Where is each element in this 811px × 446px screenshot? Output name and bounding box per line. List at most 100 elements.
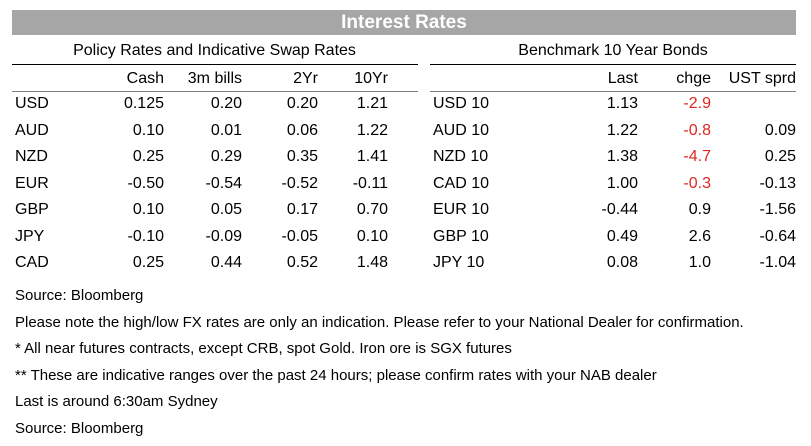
- table-row: USD 10 1.13 -2.9: [430, 91, 796, 118]
- rate-cell: -0.05: [281, 227, 318, 245]
- currency-label: NZD: [15, 148, 48, 166]
- bond-spread-cell: -0.64: [759, 227, 796, 245]
- column-header: Last: [607, 70, 638, 87]
- bond-label: CAD 10: [433, 174, 490, 192]
- bonds-heading-rule: [430, 64, 796, 65]
- bond-last-cell: 1.13: [606, 95, 638, 113]
- timing-note: Last is around 6:30am Sydney: [15, 393, 218, 410]
- table-row: JPY 10 0.08 1.0 -1.04: [430, 250, 796, 277]
- bond-last-cell: 1.00: [606, 174, 638, 192]
- column-header: chge: [676, 70, 711, 87]
- disclaimer-note: Please note the high/low FX rates are on…: [15, 313, 744, 331]
- rate-cell: 1.48: [356, 254, 388, 272]
- bond-label: AUD 10: [433, 121, 490, 139]
- bonds-columns-rule: [430, 91, 796, 92]
- table-row: CAD 10 1.00 -0.3 -0.13: [430, 171, 796, 198]
- bond-change-cell: -4.7: [683, 148, 711, 166]
- table-row: EUR 10 -0.44 0.9 -1.56: [430, 197, 796, 224]
- source-note: Source: Bloomberg: [15, 419, 144, 437]
- bond-label: EUR 10: [433, 201, 490, 219]
- currency-label: JPY: [15, 227, 45, 245]
- bond-spread-cell: -1.04: [759, 254, 796, 272]
- bond-spread-cell: [714, 91, 796, 118]
- rate-cell: 0.06: [286, 121, 318, 139]
- source-note: Source: Bloomberg: [15, 287, 144, 304]
- table-row: NZD 0.25 0.29 0.35 1.41: [12, 144, 418, 171]
- bond-change-cell: -0.3: [683, 174, 711, 192]
- rate-cell: 0.17: [286, 201, 318, 219]
- bond-label: NZD 10: [433, 148, 489, 166]
- table-row: CAD 0.25 0.44 0.52 1.48: [12, 250, 418, 277]
- bonds-heading: Benchmark 10 Year Bonds: [518, 42, 708, 59]
- policy-heading-rule: [12, 64, 418, 65]
- policy-header-blank: [12, 67, 92, 91]
- rate-cell: 0.10: [132, 121, 164, 139]
- rate-cell: 0.25: [132, 254, 164, 272]
- rate-cell: 1.41: [356, 148, 388, 166]
- bonds-header-blank: [430, 67, 530, 91]
- bond-last-cell: 0.49: [606, 227, 638, 245]
- rate-cell: 0.70: [356, 201, 388, 219]
- bond-change-cell: 0.9: [688, 201, 711, 219]
- rate-cell: -0.11: [352, 174, 388, 192]
- bond-spread-cell: -1.56: [759, 201, 796, 219]
- bond-last-cell: 1.22: [606, 121, 638, 139]
- column-header: 10Yr: [354, 70, 388, 87]
- rate-cell: 0.05: [210, 201, 242, 219]
- rate-cell: 0.35: [286, 148, 318, 166]
- rate-cell: 0.25: [132, 148, 164, 166]
- bond-spread-cell: -0.13: [759, 174, 796, 192]
- currency-label: EUR: [15, 174, 49, 192]
- bond-label: GBP 10: [433, 227, 489, 245]
- column-header: Cash: [126, 70, 164, 87]
- rate-cell: 0.10: [356, 227, 388, 245]
- table-row: AUD 0.10 0.01 0.06 1.22: [12, 118, 418, 145]
- policy-rates-heading: Policy Rates and Indicative Swap Rates: [73, 42, 356, 59]
- bond-last-cell: -0.44: [601, 201, 638, 219]
- table-row: GBP 10 0.49 2.6 -0.64: [430, 224, 796, 251]
- notes-section: Source: Bloomberg Please note the high/l…: [15, 283, 744, 442]
- rate-cell: 0.01: [210, 121, 242, 139]
- bond-spread-cell: 0.09: [764, 121, 796, 139]
- currency-label: USD: [15, 95, 49, 113]
- rate-cell: 0.29: [210, 148, 242, 166]
- ranges-note: ** These are indicative ranges over the …: [15, 366, 657, 384]
- bond-spread-cell: 0.25: [764, 148, 796, 166]
- rate-cell: 0.125: [123, 95, 164, 113]
- bond-change-cell: -0.8: [683, 121, 711, 139]
- table-row: AUD 10 1.22 -0.8 0.09: [430, 118, 796, 145]
- rate-cell: -0.50: [127, 174, 164, 192]
- table-row: GBP 0.10 0.05 0.17 0.70: [12, 197, 418, 224]
- bond-label: USD 10: [433, 95, 490, 113]
- policy-header-row: Cash 3m bills 2Yr 10Yr: [12, 67, 418, 91]
- currency-label: GBP: [15, 201, 49, 219]
- bonds-table: Last chge UST sprd USD 10 1.13 -2.9 AUD 10 1…: [430, 67, 796, 277]
- column-header: 2Yr: [293, 70, 318, 87]
- table-row: NZD 10 1.38 -4.7 0.25: [430, 144, 796, 171]
- rate-cell: 0.20: [286, 95, 318, 113]
- page-title: Interest Rates: [12, 10, 796, 35]
- bond-last-cell: 1.38: [606, 148, 638, 166]
- table-row: USD 0.125 0.20 0.20 1.21: [12, 91, 418, 118]
- bond-change-cell: -2.9: [683, 95, 711, 113]
- rate-cell: 0.52: [286, 254, 318, 272]
- rate-cell: -0.10: [127, 227, 164, 245]
- rate-cell: 0.10: [132, 201, 164, 219]
- table-row: EUR -0.50 -0.54 -0.52 -0.11: [12, 171, 418, 198]
- bond-change-cell: 2.6: [688, 227, 711, 245]
- rate-cell: 0.20: [210, 95, 242, 113]
- rate-cell: -0.52: [281, 174, 318, 192]
- rate-cell: -0.09: [205, 227, 242, 245]
- policy-columns-rule: [12, 91, 418, 92]
- bond-last-cell: 0.08: [606, 254, 638, 272]
- column-header: UST sprd: [728, 70, 796, 87]
- column-header: 3m bills: [187, 70, 242, 87]
- currency-label: CAD: [15, 254, 49, 272]
- bonds-header-row: Last chge UST sprd: [430, 67, 796, 91]
- rate-cell: 1.22: [356, 121, 388, 139]
- rate-cell: -0.54: [205, 174, 242, 192]
- futures-note: * All near futures contracts, except CRB…: [15, 340, 512, 357]
- currency-label: AUD: [15, 121, 49, 139]
- rate-cell: 0.44: [210, 254, 242, 272]
- rate-cell: 1.21: [356, 95, 388, 113]
